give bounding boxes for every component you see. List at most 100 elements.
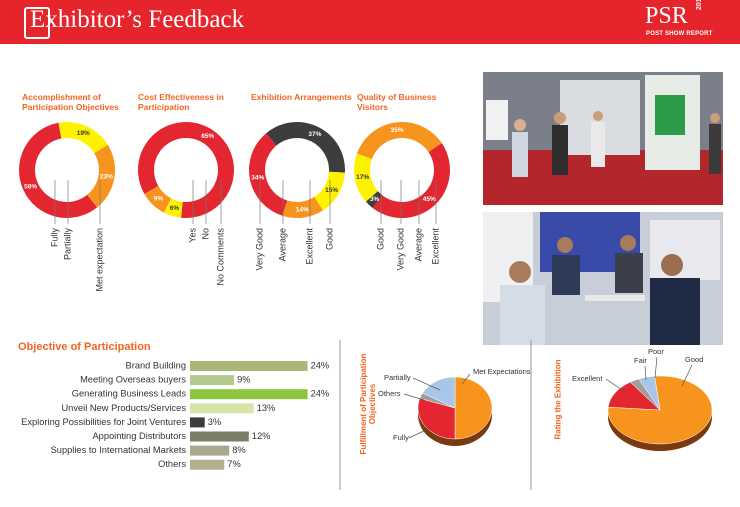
data-label: 24% bbox=[311, 360, 330, 370]
category-label: Very Good bbox=[254, 228, 264, 271]
pie-slice bbox=[422, 376, 456, 409]
category-label: Met expectation bbox=[94, 228, 104, 292]
category-label: Excellent bbox=[304, 228, 314, 265]
bar bbox=[190, 417, 205, 428]
donut-segment bbox=[19, 122, 98, 218]
data-label: 15% bbox=[325, 187, 338, 194]
category-label: Brand Building bbox=[126, 360, 186, 370]
data-label: 3% bbox=[370, 196, 380, 203]
category-label: Partially bbox=[384, 373, 411, 382]
data-label: 9% bbox=[154, 196, 164, 203]
category-label: Generating Business Leads bbox=[72, 389, 187, 399]
category-label: Meeting Overseas buyers bbox=[80, 375, 186, 385]
chart-title: Fulfillment of Participation Objectives bbox=[359, 353, 377, 455]
category-label: Supplies to International Markets bbox=[51, 445, 187, 455]
donut-segment bbox=[248, 133, 288, 216]
leader-line bbox=[654, 356, 658, 379]
data-label: 14% bbox=[296, 206, 309, 213]
donut-segment bbox=[87, 144, 115, 208]
category-label: Unveil New Products/Services bbox=[61, 403, 186, 413]
leader-line bbox=[461, 373, 471, 385]
chart-title: Quality of Business Visitors bbox=[357, 92, 437, 112]
category-label: Fully bbox=[393, 433, 409, 442]
category-label: Others bbox=[158, 459, 186, 469]
data-label: 9% bbox=[237, 375, 250, 385]
donut-segment bbox=[354, 153, 378, 202]
category-label: Very Good bbox=[395, 228, 405, 271]
page-title: Exhibitor’s Feedback bbox=[30, 6, 245, 33]
category-label: Fair bbox=[634, 356, 647, 365]
category-label: Fully bbox=[49, 228, 59, 248]
leader-line bbox=[412, 377, 441, 391]
donut-segment bbox=[314, 171, 345, 211]
donut-segment bbox=[282, 196, 324, 218]
category-label: Yes bbox=[187, 228, 197, 243]
category-label: Met Expectations bbox=[473, 367, 531, 376]
category-label: Poor bbox=[648, 347, 664, 356]
donut-segment bbox=[144, 186, 172, 213]
chart-title: Accomplishment of Participation Objectiv… bbox=[22, 92, 119, 112]
donut-segment bbox=[58, 122, 108, 154]
category-label: No bbox=[200, 228, 210, 240]
category-label: Partially bbox=[62, 228, 72, 261]
leader-line bbox=[681, 364, 693, 387]
header-icon bbox=[24, 7, 50, 39]
leader-line bbox=[403, 393, 425, 401]
data-label: 85% bbox=[201, 133, 214, 140]
category-label: Exploring Possibilities for Joint Ventur… bbox=[21, 417, 186, 427]
data-label: 6% bbox=[170, 205, 180, 212]
data-label: 3% bbox=[208, 417, 221, 427]
category-label: Others bbox=[378, 389, 401, 398]
logo-subtitle: POST SHOW REPORT bbox=[646, 31, 713, 37]
data-label: 17% bbox=[356, 174, 369, 181]
chart-title: Cost Effectiveness in Participation bbox=[138, 92, 224, 112]
data-label: 13% bbox=[257, 403, 276, 413]
bar bbox=[190, 459, 225, 470]
logo: PSR bbox=[645, 3, 688, 29]
data-label: 37% bbox=[308, 131, 321, 138]
category-label: No Comments bbox=[215, 228, 225, 286]
photo bbox=[483, 72, 723, 205]
bar bbox=[190, 361, 308, 371]
bar bbox=[190, 389, 308, 400]
photo bbox=[483, 212, 723, 345]
data-label: 34% bbox=[251, 174, 264, 181]
chart-title: Exhibition Arrangements bbox=[251, 92, 352, 102]
donut-segment bbox=[266, 122, 346, 173]
data-label: 8% bbox=[232, 445, 245, 455]
donut-segment bbox=[356, 122, 442, 160]
pie-slice bbox=[638, 375, 661, 411]
leader-line bbox=[408, 427, 431, 439]
category-label: Good bbox=[324, 228, 334, 250]
bar bbox=[190, 445, 230, 456]
data-label: 58% bbox=[24, 183, 37, 190]
data-label: 24% bbox=[311, 389, 330, 399]
data-label: 19% bbox=[77, 130, 90, 137]
bar bbox=[190, 403, 254, 414]
category-label: Appointing Distributors bbox=[92, 431, 186, 441]
donut-segment bbox=[163, 198, 183, 218]
category-label: Average bbox=[413, 228, 423, 261]
chart-title: Rating the Exhibition bbox=[553, 359, 563, 440]
category-label: Excellent bbox=[430, 228, 440, 265]
leader-line bbox=[605, 378, 626, 393]
data-label: 23% bbox=[100, 173, 113, 180]
category-label: Average bbox=[277, 228, 287, 261]
bar bbox=[190, 375, 235, 386]
category-label: Excellent bbox=[572, 374, 603, 383]
donut-segment bbox=[365, 191, 383, 208]
leader-line bbox=[644, 365, 647, 381]
bar bbox=[190, 431, 249, 442]
pie-slice bbox=[454, 376, 493, 440]
data-label: 7% bbox=[227, 459, 240, 469]
category-label: Good bbox=[375, 228, 385, 250]
data-label: 12% bbox=[252, 431, 271, 441]
data-label: 35% bbox=[391, 127, 404, 134]
category-label: Good bbox=[685, 355, 703, 364]
data-label: 45% bbox=[423, 196, 436, 203]
donut-segment bbox=[138, 122, 235, 218]
header-bar: Exhibitor’s Feedback PSR 2019 POST SHOW … bbox=[0, 0, 740, 44]
donut-segment bbox=[372, 143, 450, 219]
